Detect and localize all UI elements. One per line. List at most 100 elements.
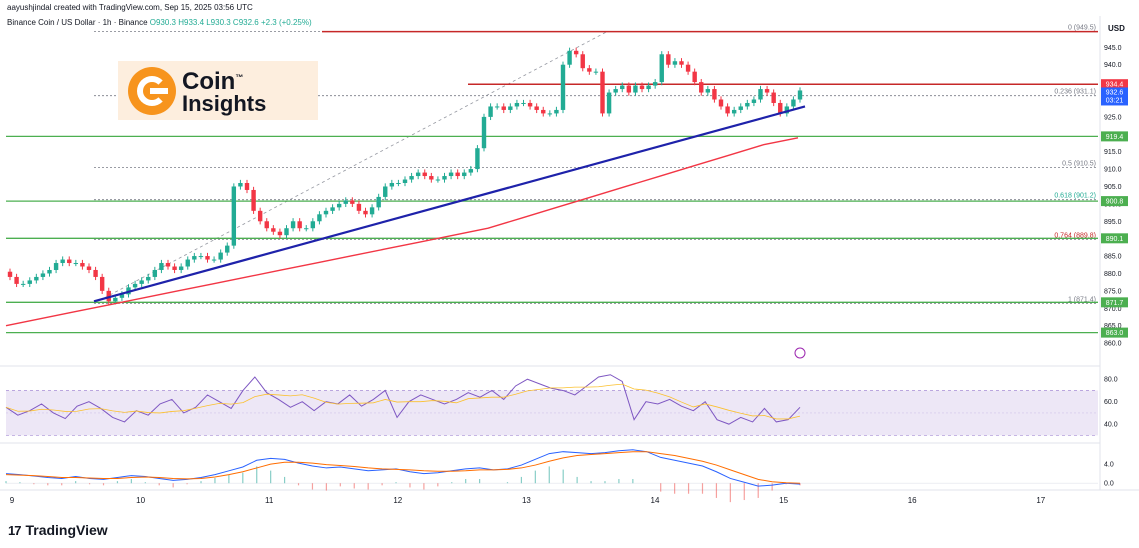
coin-insights-logo: Coin™ Insights bbox=[118, 61, 318, 120]
candle-body bbox=[442, 176, 447, 180]
event-marker-icon bbox=[794, 347, 806, 359]
candle-body bbox=[488, 106, 493, 117]
candle-body bbox=[672, 61, 678, 65]
candle-body bbox=[699, 82, 704, 93]
price-tick-label: 870.0 bbox=[1104, 306, 1122, 313]
candle-body bbox=[409, 176, 414, 180]
candle-body bbox=[639, 85, 645, 90]
candle-body bbox=[257, 210, 263, 222]
candle-body bbox=[475, 148, 480, 170]
candle-body bbox=[541, 109, 546, 114]
resistance-price-tag bbox=[1101, 79, 1128, 90]
candle-body bbox=[93, 269, 98, 277]
candle-body bbox=[113, 297, 118, 302]
candle-body bbox=[231, 186, 237, 246]
macd-tick-label: 4.0 bbox=[1104, 462, 1114, 469]
candle-body bbox=[198, 256, 204, 258]
macd-signal-line bbox=[5, 451, 801, 484]
candle-body bbox=[527, 102, 533, 107]
candle-body bbox=[192, 256, 197, 260]
time-axis-label: 11 bbox=[265, 496, 274, 505]
support-price-tag bbox=[1101, 131, 1128, 142]
candle-body bbox=[53, 263, 59, 270]
candle-body bbox=[514, 102, 520, 107]
chart-header: aayushjindal created with TradingView.co… bbox=[7, 3, 253, 12]
current-price-label: 932.6 bbox=[1106, 89, 1124, 96]
candle-body bbox=[402, 179, 408, 183]
candle-body bbox=[330, 207, 335, 211]
coin-insights-logo-icon bbox=[128, 66, 176, 115]
candle-body bbox=[60, 259, 65, 264]
candle-body bbox=[455, 172, 460, 177]
candle-body bbox=[573, 50, 579, 55]
price-tick-label: 945.0 bbox=[1104, 45, 1122, 52]
candle-body bbox=[448, 172, 454, 177]
candle-body bbox=[508, 106, 513, 110]
tradingview-logo-icon: 17 bbox=[8, 522, 22, 538]
candle-body bbox=[244, 183, 250, 190]
candle-body bbox=[778, 102, 783, 114]
time-axis-label: 13 bbox=[522, 496, 531, 505]
candle-body bbox=[652, 82, 658, 86]
candle-body bbox=[317, 214, 322, 222]
candle-body bbox=[369, 207, 375, 215]
candle-body bbox=[560, 64, 566, 110]
candle-body bbox=[567, 50, 572, 65]
candle-body bbox=[356, 203, 362, 211]
candle-body bbox=[185, 259, 190, 267]
time-axis-label: 14 bbox=[651, 496, 660, 505]
time-axis-label: 12 bbox=[393, 496, 402, 505]
tradingview-name: TradingView bbox=[25, 522, 108, 538]
fib-level-label: 0.618 (901.2) bbox=[1054, 193, 1096, 200]
moving-average-line bbox=[5, 137, 799, 327]
ohlc-values: O930.3 H933.4 L930.3 C932.6 +2.3 (+0.25%… bbox=[149, 18, 312, 27]
candle-body bbox=[47, 269, 52, 274]
symbol-title: Binance Coin / US Dollar · 1h · Binance bbox=[7, 18, 148, 27]
fib-level-label: 1 (871.4) bbox=[1068, 296, 1096, 303]
price-tick-label: 885.0 bbox=[1104, 254, 1122, 261]
support-price-tag bbox=[1101, 327, 1128, 338]
rsi-tick-label: 40.0 bbox=[1104, 422, 1118, 429]
candle-body bbox=[389, 183, 395, 187]
candle-body bbox=[106, 290, 111, 302]
candle-body bbox=[67, 259, 72, 264]
price-tick-label: 895.0 bbox=[1104, 219, 1122, 226]
candle-body bbox=[376, 196, 381, 208]
candle-body bbox=[797, 90, 803, 100]
candle-body bbox=[80, 263, 85, 267]
candle-body bbox=[139, 280, 144, 284]
candle-body bbox=[494, 106, 500, 108]
candle-body bbox=[350, 200, 355, 204]
macd-line bbox=[5, 449, 801, 487]
price-tick-label: 940.0 bbox=[1104, 62, 1122, 69]
candle-body bbox=[731, 109, 737, 114]
candle-body bbox=[363, 210, 368, 215]
candle-body bbox=[429, 176, 434, 180]
price-tick-label: 915.0 bbox=[1104, 149, 1122, 156]
candle-body bbox=[396, 183, 401, 184]
candle-body bbox=[659, 54, 664, 83]
candle-body bbox=[218, 252, 223, 260]
price-tick-label: 875.0 bbox=[1104, 288, 1122, 295]
candle-body bbox=[297, 221, 302, 229]
support-price-tag bbox=[1101, 297, 1128, 308]
candle-body bbox=[791, 99, 796, 107]
candle-body bbox=[304, 228, 309, 230]
candle-body bbox=[481, 116, 487, 149]
tradingview-brand[interactable]: 17 TradingView bbox=[8, 522, 108, 538]
fib-level-label: 0.764 (889.8) bbox=[1054, 232, 1096, 239]
support-price-label: 890.1 bbox=[1106, 236, 1124, 243]
candle-body bbox=[271, 228, 276, 232]
candle-body bbox=[593, 71, 599, 73]
price-tick-label: 925.0 bbox=[1104, 114, 1122, 121]
candle-body bbox=[146, 276, 151, 281]
candle-body bbox=[580, 54, 585, 69]
macd-tick-label: 0.0 bbox=[1104, 481, 1114, 488]
support-trendline bbox=[93, 105, 806, 303]
candle-body bbox=[178, 266, 184, 270]
rsi-tick-label: 80.0 bbox=[1104, 377, 1118, 384]
fib-guide-line bbox=[93, 31, 608, 304]
candle-body bbox=[277, 231, 283, 236]
candle-body bbox=[238, 183, 243, 187]
